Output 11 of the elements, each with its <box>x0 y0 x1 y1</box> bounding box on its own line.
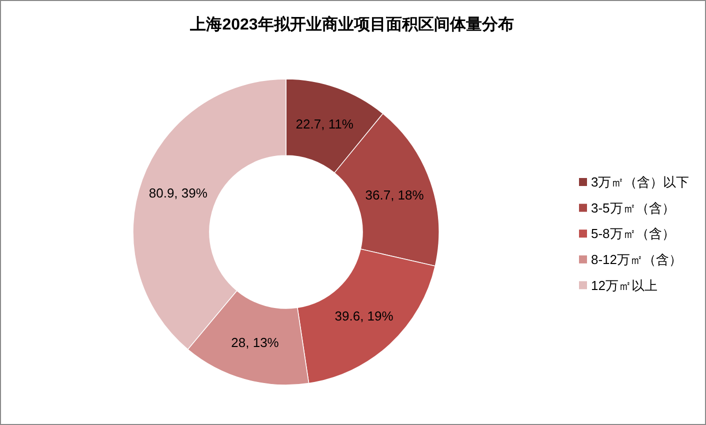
legend-label: 8-12万㎡（含） <box>591 252 682 267</box>
data-label: 80.9, 39% <box>148 185 208 200</box>
chart-title: 上海2023年拟开业商业项目面积区间体量分布 <box>189 16 514 34</box>
data-label: 28, 13% <box>231 335 280 350</box>
data-label: 36.7, 18% <box>365 187 424 202</box>
legend-label: 5-8万㎡（含） <box>591 226 675 242</box>
legend-label: 3万㎡（含）以下 <box>591 174 690 190</box>
data-label: 22.7, 11% <box>296 116 354 132</box>
data-label: 39.6, 19% <box>334 308 394 324</box>
legend-label: 3-5万㎡（含） <box>591 200 675 216</box>
legend-label: 12万㎡以上 <box>591 278 658 293</box>
